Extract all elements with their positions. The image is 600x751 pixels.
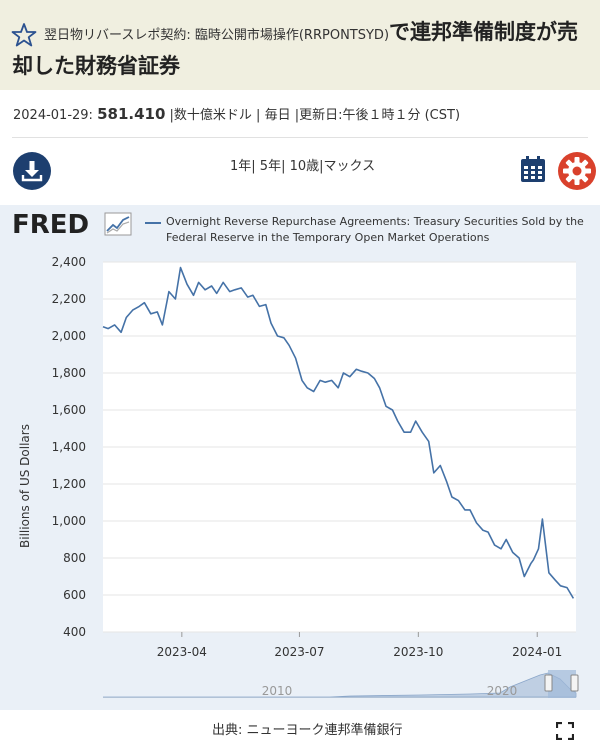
fred-logo: FRED bbox=[12, 210, 90, 240]
y-tick-label: 400 bbox=[63, 625, 86, 639]
y-tick-label: 1,000 bbox=[52, 514, 86, 528]
title-bar: 翌日物リバースレポ契約: 臨時公開市場操作(RRPONTSYD)で連邦準備制度が… bbox=[0, 0, 600, 90]
x-tick-label: 2024-01 bbox=[512, 645, 562, 659]
y-tick-label: 1,600 bbox=[52, 403, 86, 417]
series-line bbox=[102, 266, 575, 599]
fullscreen-icon[interactable] bbox=[556, 722, 574, 740]
observation-date: 2024-01-29: bbox=[13, 108, 93, 123]
footer bbox=[0, 710, 600, 751]
y-tick-label: 600 bbox=[63, 588, 86, 602]
observation-details: |数十億米ドル | 毎日 |更新日:午後１時１分 (CST) bbox=[169, 108, 461, 123]
download-icon bbox=[21, 161, 43, 182]
y-tick-label: 2,400 bbox=[52, 255, 86, 269]
x-tick-label: 2023-10 bbox=[393, 645, 443, 659]
fred-graph-icon bbox=[104, 212, 132, 236]
x-tick-label: 2023-07 bbox=[274, 645, 324, 659]
range-max[interactable]: マックス bbox=[323, 159, 376, 174]
navigator-label-2010: 2010 bbox=[262, 684, 293, 698]
navigator-label-2020: 2020 bbox=[487, 684, 518, 698]
observation-info: 2024-01-29: 581.410 |数十億米ドル | 毎日 |更新日:午後… bbox=[13, 104, 460, 123]
gear-icon[interactable] bbox=[557, 151, 597, 191]
source-label: 出典: ニューヨーク連邦準備銀行 bbox=[212, 723, 403, 738]
range-5y[interactable]: 5年 bbox=[259, 159, 282, 174]
navigator-handle-left[interactable] bbox=[544, 674, 553, 692]
x-tick-label: 2023-04 bbox=[157, 645, 207, 659]
range-1y[interactable]: 1年 bbox=[230, 159, 252, 174]
observation-value: 581.410 bbox=[97, 105, 166, 123]
y-tick-label: 2,000 bbox=[52, 329, 86, 343]
calendar-icon[interactable] bbox=[520, 155, 546, 183]
range-selector: 1年| 5年| 10歳|マックス bbox=[230, 159, 376, 174]
y-tick-label: 800 bbox=[63, 551, 86, 565]
y-tick-label: 2,200 bbox=[52, 292, 86, 306]
series-title-code: 翌日物リバースレポ契約: 臨時公開市場操作(RRPONTSYD) bbox=[44, 28, 390, 43]
series-title-cont: 却した財務省証券 bbox=[12, 54, 180, 78]
line-chart[interactable]: 2,400 2,200 2,000 1,800 1,600 1,400 1,200 1,000… bbox=[0, 205, 600, 710]
series-title-main: で連邦準備制度が売 bbox=[389, 20, 579, 44]
divider bbox=[12, 137, 588, 138]
range-10y[interactable]: 10歳 bbox=[289, 159, 320, 174]
y-tick-label: 1,200 bbox=[52, 477, 86, 491]
download-button[interactable] bbox=[13, 152, 51, 190]
legend-label: Overnight Reverse Repurchase Agreements:… bbox=[166, 215, 584, 244]
page-title-line1: 翌日物リバースレポ契約: 臨時公開市場操作(RRPONTSYD)で連邦準備制度が… bbox=[44, 16, 594, 46]
star-icon[interactable] bbox=[11, 22, 37, 48]
y-tick-label: 1,400 bbox=[52, 440, 86, 454]
legend-swatch bbox=[145, 222, 161, 224]
navigator-handle-right[interactable] bbox=[570, 674, 579, 692]
range-navigator[interactable]: 2010 2020 bbox=[103, 670, 579, 698]
y-tick-label: 1,800 bbox=[52, 366, 86, 380]
